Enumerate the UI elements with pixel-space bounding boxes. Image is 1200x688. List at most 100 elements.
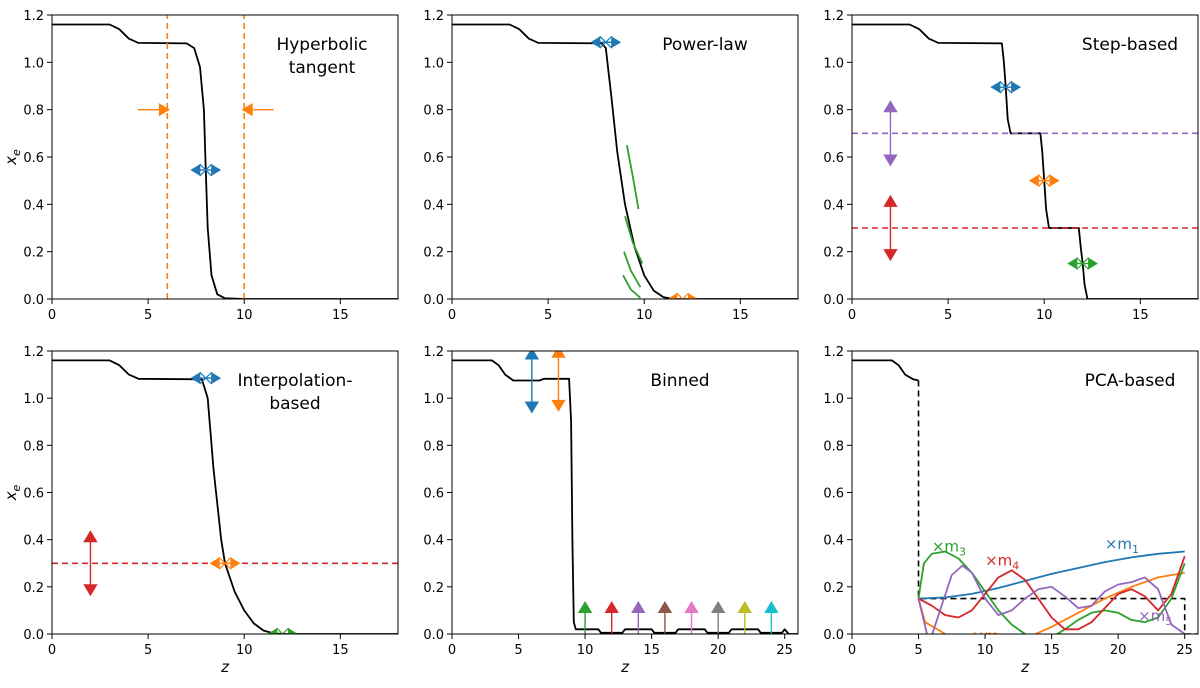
y-tick-label: 0.8	[23, 104, 44, 119]
y-tick-label: 0.6	[823, 487, 844, 502]
series-x_e(z)	[52, 359, 398, 634]
x-tick-label: 25	[1176, 643, 1193, 658]
arrow-left	[209, 557, 220, 570]
y-tick-label: 0.0	[23, 293, 44, 308]
x-axis-label: z	[620, 658, 630, 676]
panel-title: tangent	[289, 58, 356, 78]
series-m3	[917, 550, 1186, 634]
x-tick-label: 10	[236, 308, 253, 323]
cross-mark	[1076, 257, 1090, 270]
arrow-up	[604, 600, 619, 613]
y-tick-label: 0.2	[823, 246, 844, 261]
panel-4: 0 5 10 15 0.0 0.2 0.4 0.6 0.8 1.0 1.2 z xe Interpolat…	[2, 345, 399, 676]
y-tick-label: 0.8	[23, 439, 44, 454]
label-m4: ×m4	[985, 552, 1019, 573]
x-tick-label: 5	[914, 643, 922, 658]
arrow-right	[230, 557, 241, 570]
x-tick-label: 10	[1036, 308, 1053, 323]
axes-frame	[51, 350, 399, 635]
y-tick-label: 0.4	[423, 534, 444, 549]
y-tick-label: 0.0	[23, 628, 44, 643]
series-m4	[918, 555, 1186, 631]
arrow-right	[1049, 174, 1060, 187]
marker-1	[190, 163, 222, 177]
y-tick-label: 1.0	[423, 56, 444, 71]
arrow-right	[688, 293, 699, 299]
x-tick-label: 5	[144, 308, 152, 323]
marker-4	[83, 530, 98, 597]
y-tick-label: 0.4	[423, 198, 444, 213]
x-tick-label: 20	[710, 643, 727, 658]
panel-3: 0 5 10 15 0.0 0.2 0.4 0.6 0.8 1.0 1.2 Step-based	[823, 9, 1199, 323]
x-axis-label: z	[1020, 658, 1030, 676]
panel-5: 0 5 10 15 20 25 0.0 0.2 0.4 0.6 0.8 1.0 1.2 z Binned	[423, 345, 799, 676]
x-tick-label: 15	[1043, 643, 1060, 658]
arrow-right	[288, 628, 299, 634]
y-tick-label: 0.2	[23, 581, 44, 596]
arrow-right	[1088, 257, 1099, 270]
panel-title: Step-based	[1082, 35, 1178, 55]
cross-mark	[281, 627, 290, 634]
series-x_e(z)	[452, 23, 798, 299]
x-tick-label: 0	[848, 308, 856, 323]
arrow-left	[1067, 257, 1078, 270]
y-tick-label: 0.8	[823, 439, 844, 454]
axes-frame	[451, 350, 799, 635]
label-m2: ×m2	[972, 627, 1006, 648]
x-tick-label: 10	[977, 643, 994, 658]
x-tick-label: 20	[1110, 643, 1127, 658]
label-m3: ×m3	[932, 537, 966, 558]
axes-frame	[851, 14, 1199, 300]
marker-2	[551, 351, 566, 412]
arrow-up	[524, 351, 540, 360]
plot-area	[52, 15, 398, 299]
marker-10	[764, 600, 779, 634]
marker-3	[267, 627, 299, 634]
arrow-left	[241, 103, 253, 117]
panel-title: Binned	[650, 371, 709, 391]
arrow-up	[631, 600, 646, 613]
y-tick-label: 1.2	[423, 345, 444, 360]
arrow-left	[1028, 174, 1039, 187]
x-tick-label: 15	[332, 308, 349, 323]
y-tick-label: 0.6	[423, 487, 444, 502]
y-tick-label: 0.8	[823, 104, 844, 119]
x-tick-label: 5	[544, 308, 552, 323]
series-alt4	[622, 274, 641, 299]
arrow-right	[158, 103, 170, 117]
panel-title: Power-law	[662, 35, 748, 55]
x-tick-label: 25	[776, 643, 793, 658]
y-tick-label: 1.0	[23, 56, 44, 71]
y-tick-label: 0.4	[23, 534, 44, 549]
arrow-right	[611, 36, 622, 49]
x-tick-label: 10	[236, 643, 253, 658]
y-tick-label: 0.6	[423, 151, 444, 166]
axes-frame	[851, 350, 1199, 635]
marker-2	[209, 556, 241, 570]
y-tick-label: 1.0	[23, 392, 44, 407]
y-tick-label: 1.2	[423, 9, 444, 24]
y-tick-label: 0.0	[423, 628, 444, 643]
plot-area: ×m3 ×m4 ×m1 ×m2 ×m5	[852, 359, 1198, 648]
marker-2	[137, 103, 170, 117]
series-x_e(z)	[852, 23, 1198, 299]
panel-title: Interpolation-	[238, 371, 353, 391]
marker-4	[604, 600, 619, 634]
series-m1	[918, 550, 1185, 600]
series-m2	[917, 571, 1185, 634]
cross-mark	[218, 556, 232, 570]
cross-mark	[199, 163, 213, 177]
y-tick-label: 1.2	[823, 9, 844, 24]
label-m5: ×m5	[1138, 607, 1172, 628]
y-tick-label: 0.0	[823, 628, 844, 643]
arrow-left	[667, 293, 678, 299]
y-tick-label: 1.2	[23, 9, 44, 24]
series-m5	[917, 564, 1186, 634]
marker-2	[1028, 174, 1060, 188]
y-tick-label: 0.2	[823, 581, 844, 596]
panel-title: Hyperbolic	[276, 35, 367, 55]
marker-5	[883, 194, 898, 262]
x-axis-label: z	[220, 658, 230, 676]
arrow-left	[190, 372, 201, 385]
x-tick-label: 15	[332, 643, 349, 658]
